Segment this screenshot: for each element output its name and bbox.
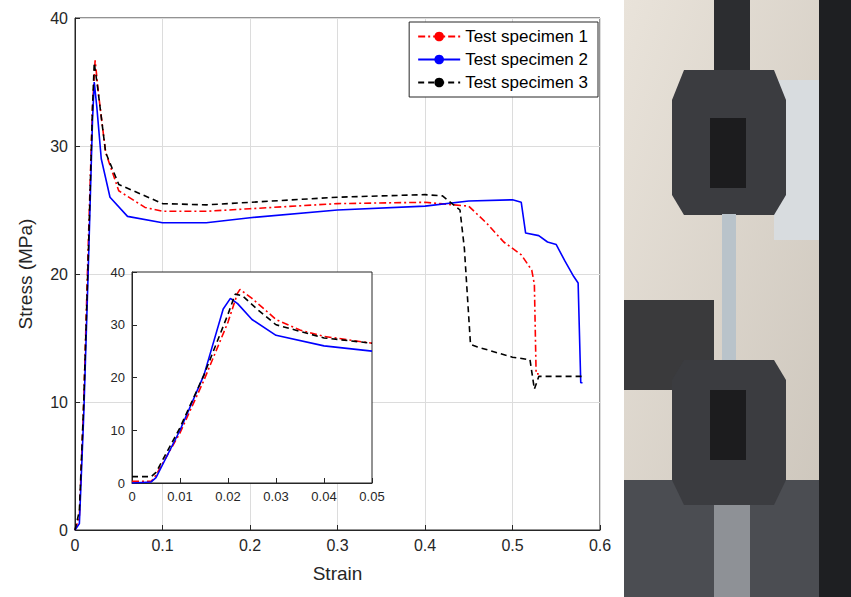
svg-text:Stress (MPa): Stress (MPa) — [15, 219, 36, 330]
svg-text:30: 30 — [50, 138, 68, 155]
svg-text:0.05: 0.05 — [359, 489, 384, 504]
svg-text:Test specimen 1: Test specimen 1 — [465, 27, 588, 46]
svg-text:20: 20 — [50, 266, 68, 283]
svg-text:Test specimen 2: Test specimen 2 — [465, 50, 588, 69]
svg-text:0.5: 0.5 — [501, 537, 523, 554]
svg-text:0.03: 0.03 — [263, 489, 288, 504]
svg-text:0.6: 0.6 — [589, 537, 611, 554]
svg-text:0: 0 — [71, 537, 80, 554]
svg-text:40: 40 — [111, 265, 125, 280]
svg-text:10: 10 — [50, 394, 68, 411]
svg-text:0: 0 — [118, 476, 125, 491]
svg-text:0.4: 0.4 — [414, 537, 436, 554]
svg-text:Test specimen 3: Test specimen 3 — [465, 73, 588, 92]
svg-text:0.3: 0.3 — [326, 537, 348, 554]
svg-text:Strain: Strain — [313, 563, 363, 584]
svg-text:0.02: 0.02 — [215, 489, 240, 504]
svg-text:0.2: 0.2 — [239, 537, 261, 554]
svg-text:0: 0 — [128, 489, 135, 504]
svg-text:0: 0 — [59, 522, 68, 539]
svg-text:0.04: 0.04 — [311, 489, 336, 504]
svg-text:0.1: 0.1 — [151, 537, 173, 554]
svg-text:30: 30 — [111, 317, 125, 332]
svg-text:10: 10 — [111, 423, 125, 438]
svg-text:40: 40 — [50, 10, 68, 27]
svg-text:20: 20 — [111, 370, 125, 385]
svg-text:0.01: 0.01 — [167, 489, 192, 504]
